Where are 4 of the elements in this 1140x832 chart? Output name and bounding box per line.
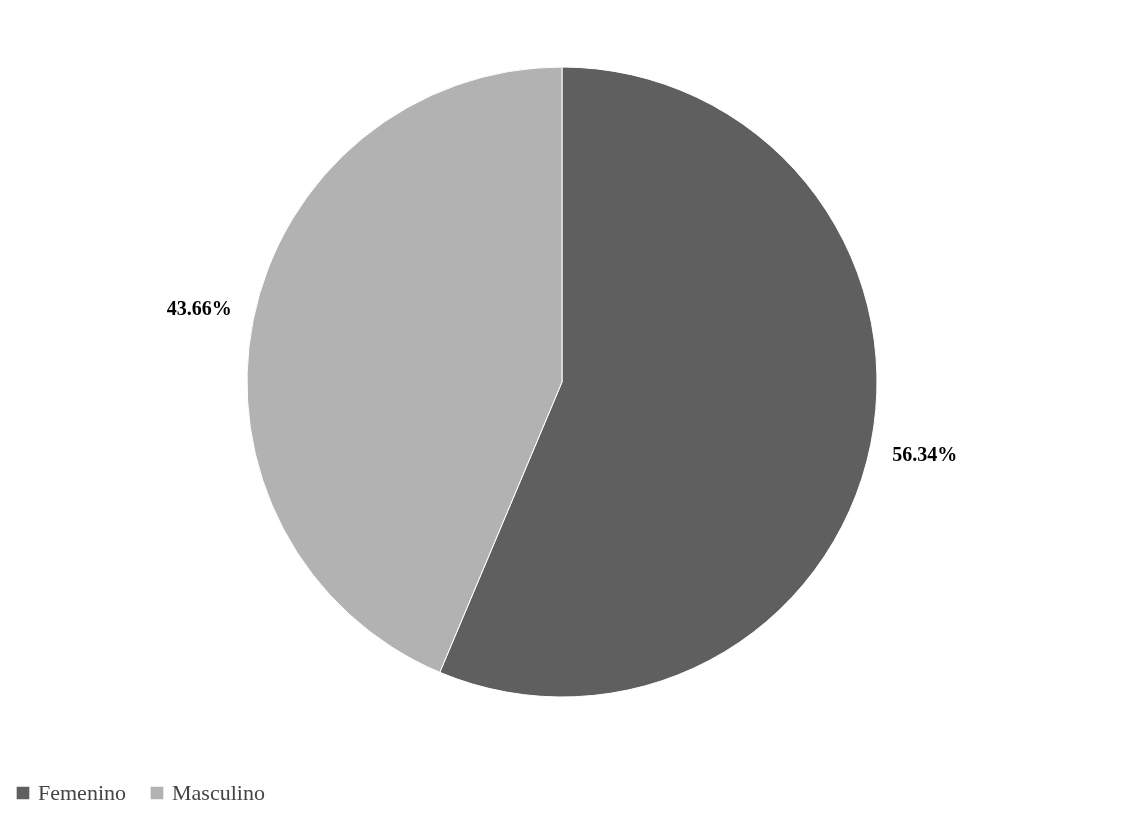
data-label: 56.34% xyxy=(892,443,958,466)
legend-label: Masculino xyxy=(172,780,265,805)
legend-label: Femenino xyxy=(38,780,126,805)
data-label: 43.66% xyxy=(166,296,232,319)
